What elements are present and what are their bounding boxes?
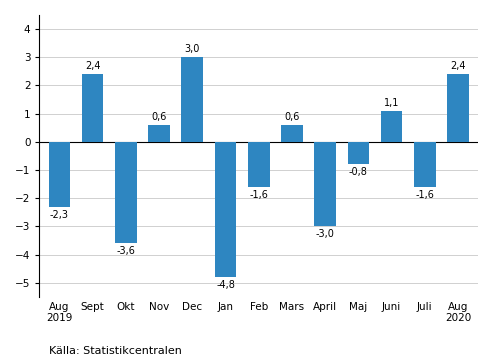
Text: -4,8: -4,8 — [216, 280, 235, 290]
Bar — [214, 142, 236, 277]
Text: 1,1: 1,1 — [384, 98, 399, 108]
Text: -0,8: -0,8 — [349, 167, 368, 177]
Bar — [414, 142, 436, 187]
Bar — [348, 142, 369, 165]
Text: 0,6: 0,6 — [284, 112, 300, 122]
Bar — [148, 125, 170, 142]
Text: -1,6: -1,6 — [416, 190, 434, 200]
Text: -1,6: -1,6 — [249, 190, 268, 200]
Text: Källa: Statistikcentralen: Källa: Statistikcentralen — [49, 346, 182, 356]
Text: 2,4: 2,4 — [450, 62, 466, 71]
Bar — [82, 74, 104, 142]
Bar — [447, 74, 469, 142]
Bar — [381, 111, 402, 142]
Bar — [48, 142, 70, 207]
Text: -2,3: -2,3 — [50, 210, 69, 220]
Bar — [248, 142, 270, 187]
Text: -3,6: -3,6 — [116, 246, 135, 256]
Bar — [115, 142, 137, 243]
Text: -3,0: -3,0 — [316, 229, 335, 239]
Bar — [181, 57, 203, 142]
Bar — [281, 125, 303, 142]
Text: 2,4: 2,4 — [85, 62, 100, 71]
Text: 0,6: 0,6 — [151, 112, 167, 122]
Text: 3,0: 3,0 — [184, 45, 200, 54]
Bar — [315, 142, 336, 226]
